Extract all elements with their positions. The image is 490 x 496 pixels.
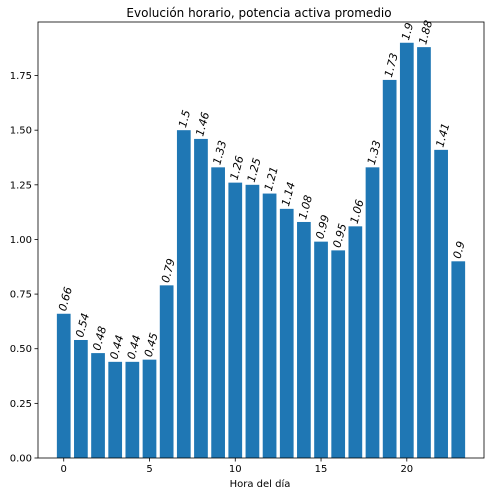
bars-group: [57, 43, 465, 458]
bar-value-label: 0.48: [90, 325, 109, 352]
bar-hour-18: [366, 167, 380, 458]
bar-value-label: 0.99: [313, 213, 332, 240]
bar-hour-11: [246, 185, 260, 458]
bar-value-label: 1.46: [193, 111, 212, 138]
bar-value-label: 1.88: [416, 19, 435, 46]
chart-title: Evolución horario, potencia activa prome…: [126, 6, 391, 20]
y-tick-label: 1.75: [10, 71, 32, 82]
bar-hour-14: [297, 222, 311, 458]
y-tick-label: 0.00: [10, 454, 32, 465]
bar-value-label: 1.26: [228, 154, 247, 181]
bar-hour-16: [331, 250, 345, 458]
y-tick-label: 0.50: [10, 344, 32, 355]
bar-value-label: 1.9: [399, 21, 416, 41]
bar-value-label: 0.54: [73, 312, 92, 339]
bar-value-label: 0.95: [331, 222, 350, 249]
bar-hour-9: [211, 167, 225, 458]
y-tick-label: 0.25: [10, 399, 32, 410]
bar-value-label: 1.33: [210, 139, 229, 166]
bar-hour-12: [263, 194, 277, 458]
bar-hour-22: [434, 150, 448, 458]
y-tick-label: 1.25: [10, 180, 32, 191]
x-tick-label: 15: [315, 464, 328, 475]
bar-value-label: 1.41: [433, 122, 452, 149]
bar-hour-10: [228, 183, 242, 458]
bar-hour-3: [108, 362, 122, 458]
x-tick-label: 0: [61, 464, 67, 475]
y-axis: 0.00 0.25 0.50 0.75 1.00 1.25 1.50 1.75: [10, 71, 38, 464]
bar-hour-23: [451, 261, 465, 458]
bar-value-label: 0.44: [108, 334, 127, 361]
bar-hour-19: [383, 80, 397, 458]
bar-value-label: 1.21: [262, 165, 281, 192]
bar-value-label: 0.66: [56, 286, 75, 313]
bar-hour-15: [314, 242, 328, 458]
y-tick-label: 0.75: [10, 290, 32, 301]
y-tick-label: 1.50: [10, 126, 32, 137]
bar-value-label: 0.79: [159, 257, 178, 284]
x-tick-label: 10: [229, 464, 242, 475]
bar-value-label: 1.73: [382, 52, 401, 79]
bar-hour-13: [280, 209, 294, 458]
bar-hour-1: [74, 340, 88, 458]
bar-hour-21: [417, 47, 431, 458]
x-tick-label: 20: [400, 464, 413, 475]
bar-hour-17: [348, 226, 362, 458]
bar-value-label: 1.25: [245, 157, 264, 184]
y-tick-label: 1.00: [10, 235, 32, 246]
bar-hour-2: [91, 353, 105, 458]
bar-hour-5: [143, 360, 157, 458]
bar-hour-6: [160, 285, 174, 458]
bar-value-label: 0.45: [142, 331, 161, 358]
bar-value-label: 1.33: [365, 139, 384, 166]
bar-hour-7: [177, 130, 191, 458]
x-axis-label: Hora del día: [230, 478, 291, 490]
bar-hour-0: [57, 314, 71, 458]
bar-value-label: 1.06: [348, 198, 367, 225]
bar-hour-20: [400, 43, 414, 458]
bar-hour-8: [194, 139, 208, 458]
bar-value-label: 0.9: [451, 240, 468, 260]
bar-value-label: 1.14: [279, 181, 298, 208]
bar-value-label: 0.44: [125, 334, 144, 361]
bar-value-label: 1.5: [176, 109, 193, 129]
bar-value-label: 1.08: [296, 194, 315, 221]
x-tick-label: 5: [146, 464, 152, 475]
x-axis: 0 5 10 15 20: [61, 458, 414, 475]
bar-hour-4: [125, 362, 139, 458]
